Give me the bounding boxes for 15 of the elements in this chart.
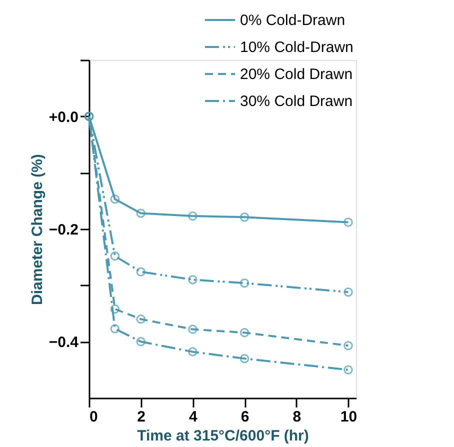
legend-label: 10% Cold-Drawn <box>240 39 354 56</box>
legend-label: 30% Cold Drawn <box>240 93 353 110</box>
legend-label: 20% Cold Drawn <box>240 66 353 83</box>
y-tick-label: −0.4 <box>48 334 80 352</box>
y-axis-title: Diameter Change (%) <box>28 154 46 305</box>
x-tick-label: 6 <box>240 408 250 426</box>
x-axis-title: Time at 315°C/600°F (hr) <box>137 428 309 444</box>
x-tick-label: 8 <box>292 408 302 426</box>
x-tick-label: 10 <box>340 408 358 426</box>
x-tick-label: 0 <box>90 408 98 426</box>
y-tick-label: −0.2 <box>48 222 78 238</box>
x-tick-label: 4 <box>189 408 198 426</box>
legend-label: 0% Cold-Drawn <box>240 12 346 29</box>
x-tick-label: 2 <box>137 408 146 426</box>
y-tick-label: +0.0 <box>48 108 78 126</box>
